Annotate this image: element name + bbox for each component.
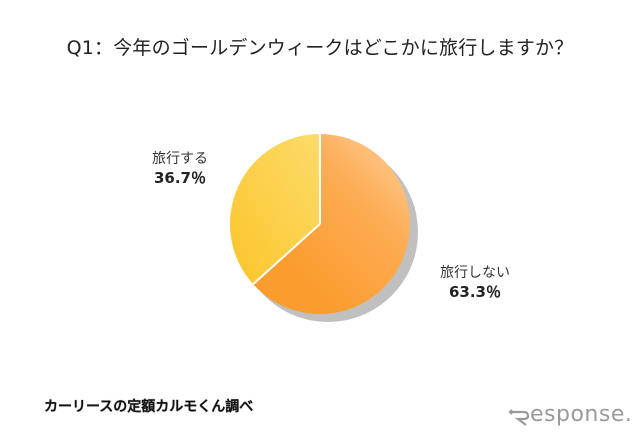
label-travel-name: 旅行する — [152, 151, 208, 167]
logo-text: esponse. — [530, 402, 633, 427]
label-travel-pct: 36.7％ — [153, 169, 206, 187]
source-note: カーリースの定額カルモくん調べ — [44, 399, 254, 415]
label-no-travel: 旅行しない 63.3％ — [430, 264, 520, 302]
chart-title: Q1：今年のゴールデンウィークはどこかに旅行しますか？ — [66, 37, 574, 59]
response-r-arrow-icon — [508, 409, 530, 426]
slice-travel — [230, 134, 320, 285]
label-no-travel-name: 旅行しない — [440, 265, 510, 281]
label-travel: 旅行する 36.7％ — [140, 150, 220, 188]
label-no-travel-pct: 63.3％ — [448, 283, 501, 301]
slice-no-travel — [253, 134, 411, 314]
response-logo: esponse. — [508, 402, 632, 427]
